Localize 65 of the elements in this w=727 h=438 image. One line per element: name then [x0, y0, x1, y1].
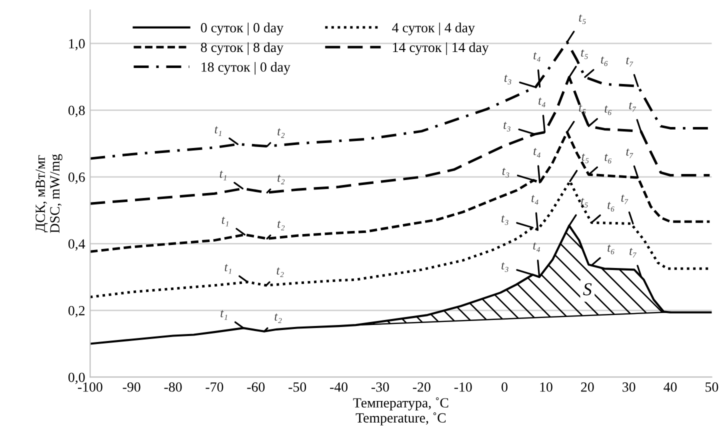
x-tick-label: 40	[664, 382, 677, 392]
annotation: t₆	[604, 154, 612, 164]
x-tick-label: 10	[540, 382, 552, 392]
y-tick-label: 1,0	[69, 39, 85, 50]
annotation: t₅	[582, 154, 589, 164]
legend-label: 8 суток | 8 day	[200, 42, 284, 55]
y-tick-label: 0,8	[68, 106, 85, 118]
annotation: t₁	[222, 216, 228, 226]
annotation: t₅	[581, 50, 588, 60]
annotation: t₁	[214, 126, 222, 136]
annotation: t₁	[220, 170, 226, 180]
annotation: t₂	[278, 220, 285, 230]
x-tick-label: -20	[412, 382, 430, 392]
x-tick-label: -100	[78, 382, 102, 392]
annotation: t₃	[502, 168, 510, 178]
annotation: t₃	[502, 262, 508, 272]
x-tick-label: 0	[502, 382, 508, 392]
x-tick-label: 30	[622, 382, 636, 392]
annotation: t₃	[502, 215, 508, 225]
annotation: t₄	[534, 148, 540, 158]
x-tick-label: -90	[122, 382, 140, 392]
annotation: t₇	[626, 148, 634, 158]
x-tick-label: -50	[288, 382, 306, 392]
x-tick-label: -60	[247, 382, 265, 392]
annotation: t₆	[608, 244, 614, 254]
x-tick-label: -80	[164, 382, 182, 392]
legend-label: 14 суток | 14 day	[393, 42, 489, 55]
annotation: t₁	[220, 310, 228, 320]
x-tick-label: -10	[454, 382, 472, 392]
annotation: t₇	[629, 102, 636, 112]
y-tick-label: 0,2	[68, 306, 85, 318]
annotation: t₄	[534, 52, 540, 62]
legend-label: 18 суток | 0 day	[202, 62, 290, 75]
annotation: t₄	[538, 98, 546, 108]
x-tick-label: 20	[581, 382, 594, 392]
x-axis-title: Температура, ˚С Temperature, ˚С	[353, 397, 448, 426]
annotation: t₄	[533, 242, 540, 252]
x-tick-label: -30	[371, 382, 389, 392]
annotation: t₂	[278, 128, 285, 138]
y-tick-label: 0,4	[68, 239, 86, 251]
annotation: t₃	[504, 122, 510, 132]
legend-label: 4 суток | 4 day	[392, 22, 475, 36]
annotation: t₃	[504, 74, 512, 84]
annotation: t₇	[630, 248, 636, 258]
annotation: t₆	[608, 202, 614, 212]
legend-label: 0 суток | 0 day	[200, 22, 284, 36]
annotation: S	[583, 283, 592, 296]
annotation: t₇	[626, 57, 634, 67]
annotation: t₂	[276, 267, 284, 278]
x-tick-label: 50	[706, 382, 718, 392]
annotation: t₁	[224, 264, 232, 274]
y-tick-label: 0,0	[68, 372, 85, 384]
x-tick-label: -70	[206, 382, 224, 392]
annotation: t₅	[579, 14, 586, 24]
annotation: t₅	[581, 198, 588, 208]
annotation: t₄	[532, 195, 538, 205]
annotation: t₂	[274, 313, 282, 324]
annotation: t₆	[601, 56, 608, 66]
y-tick-label: 0,6	[68, 172, 85, 184]
y-axis-title: ДСК, мВт/мг DSC, mW/mg	[36, 154, 62, 233]
annotation: t₂	[278, 174, 285, 184]
x-tick-label: -40	[330, 382, 348, 392]
annotation: t₇	[621, 194, 628, 204]
annotation: t₅	[579, 104, 586, 114]
annotation: t₆	[604, 105, 612, 116]
